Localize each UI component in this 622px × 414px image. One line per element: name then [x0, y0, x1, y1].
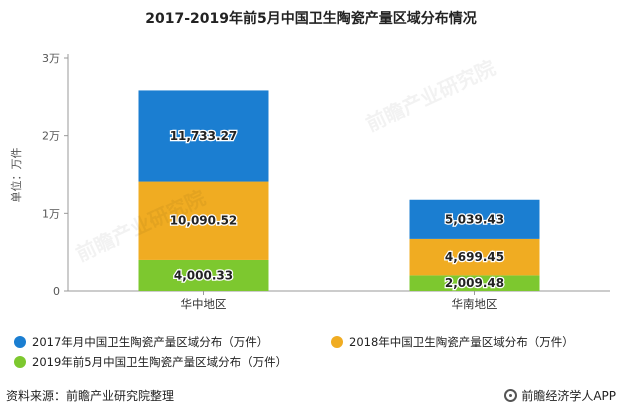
legend-marker-2017 — [14, 336, 26, 348]
y-axis-title: 单位：万件 — [9, 148, 23, 203]
data-label: 2,009.48 — [445, 276, 504, 290]
y-tick-label: 2万 — [42, 130, 60, 143]
legend-item-2019: 2019年前5月中国卫生陶瓷产量区域分布（万件） — [14, 354, 287, 370]
y-tick-label: 3万 — [42, 52, 60, 65]
data-label: 10,090.52 — [170, 214, 238, 228]
legend-marker-2019 — [14, 356, 26, 368]
x-tick-label: 华南地区 — [452, 297, 498, 311]
brand-logo-icon — [504, 389, 518, 402]
data-label: 4,699.45 — [445, 250, 504, 264]
bar-segment — [138, 90, 269, 182]
brand-name: 前瞻经济学人APP — [521, 389, 616, 403]
y-tick-label: 1万 — [42, 207, 60, 220]
bar-segment — [138, 181, 269, 260]
x-tick-label: 华中地区 — [181, 297, 227, 311]
data-label: 4,000.33 — [174, 268, 233, 282]
legend-label-2018: 2018年中国卫生陶瓷产量区域分布（万件） — [349, 335, 574, 349]
brand-credit: 前瞻经济学人APP — [504, 387, 616, 404]
bar-segment — [409, 199, 540, 239]
data-label: 5,039.43 — [445, 212, 504, 226]
bar-segment — [409, 275, 540, 291]
legend-marker-2018 — [331, 336, 343, 348]
chart-title: 2017-2019年前5月中国卫生陶瓷产量区域分布情况 — [145, 11, 477, 27]
legend-label-2019: 2019年前5月中国卫生陶瓷产量区域分布（万件） — [32, 355, 288, 369]
legend-item-2018: 2018年中国卫生陶瓷产量区域分布（万件） — [331, 334, 574, 350]
bar-segment — [138, 259, 269, 291]
legend-label-2017: 2017年月中国卫生陶瓷产量区域分布（万件） — [32, 335, 269, 349]
source-note: 资料来源：前瞻产业研究院整理 — [6, 389, 175, 403]
legend-item-2017: 2017年月中国卫生陶瓷产量区域分布（万件） — [14, 334, 268, 350]
y-tick-label: 0 — [53, 285, 60, 298]
bar-segment — [409, 238, 540, 276]
data-label: 11,733.27 — [170, 129, 238, 143]
